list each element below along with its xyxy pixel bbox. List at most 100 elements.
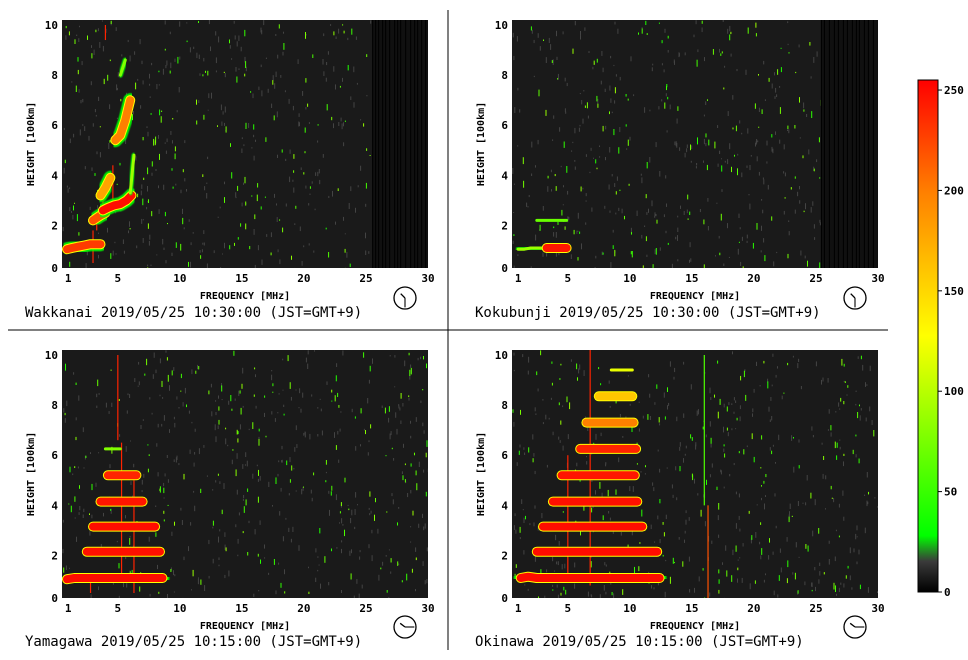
y-tick-label: 4	[51, 499, 58, 512]
noise-speck	[96, 405, 98, 408]
noise-speck	[295, 490, 297, 492]
noise-speck	[677, 215, 679, 218]
noise-speck	[727, 111, 729, 116]
noise-speck	[162, 397, 164, 399]
noise-speck	[71, 81, 73, 83]
noise-speck	[313, 250, 315, 253]
noise-speck	[741, 172, 743, 178]
interference-speck	[414, 452, 415, 456]
echo-trace-core	[118, 58, 127, 77]
y-tick-label: 0	[501, 592, 508, 605]
interference-speck	[780, 47, 782, 49]
interference-speck	[174, 153, 176, 160]
noise-speck	[303, 432, 305, 436]
noise-speck	[680, 205, 681, 209]
noise-speck	[171, 531, 173, 536]
noise-speck	[388, 549, 390, 551]
interference-speck	[163, 519, 165, 522]
interference-speck	[551, 60, 553, 63]
noise-speck	[778, 434, 780, 441]
interference-speck	[563, 586, 565, 591]
interference-speck	[97, 379, 99, 387]
noise-speck	[90, 594, 92, 598]
noise-speck	[184, 178, 186, 182]
noise-speck	[784, 172, 786, 177]
y-tick-label: 4	[51, 169, 58, 182]
interference-speck	[596, 58, 598, 63]
noise-speck	[522, 354, 524, 358]
noise-speck	[644, 473, 646, 475]
noise-speck	[202, 242, 204, 245]
noise-band-stripe	[877, 20, 878, 268]
noise-speck	[348, 203, 350, 209]
noise-speck	[735, 523, 737, 529]
noise-speck	[193, 462, 195, 467]
noise-speck	[184, 387, 186, 394]
noise-speck	[283, 31, 284, 34]
interference-speck	[859, 584, 861, 590]
noise-speck	[812, 201, 814, 206]
noise-speck	[398, 405, 400, 409]
noise-speck	[674, 367, 676, 373]
noise-speck	[765, 573, 766, 576]
noise-speck	[514, 107, 516, 113]
noise-speck	[238, 35, 240, 41]
noise-speck	[629, 403, 631, 406]
interference-speck	[172, 186, 174, 189]
interference-speck	[308, 591, 310, 594]
interference-speck	[718, 579, 720, 584]
noise-speck	[90, 81, 92, 86]
noise-speck	[610, 262, 612, 268]
noise-speck	[816, 159, 818, 163]
noise-speck	[851, 587, 853, 590]
noise-speck	[221, 399, 223, 401]
interference-speck	[390, 558, 392, 563]
interference-speck	[337, 392, 339, 397]
interference-speck	[196, 99, 197, 105]
noise-speck	[158, 84, 160, 86]
noise-speck	[774, 493, 776, 497]
noise-speck	[709, 387, 711, 394]
noise-speck	[838, 587, 840, 592]
noise-speck	[192, 232, 194, 234]
noise-speck	[857, 356, 859, 359]
noise-speck	[169, 385, 170, 391]
noise-speck	[794, 209, 796, 214]
noise-speck	[294, 223, 296, 225]
noise-speck	[669, 104, 671, 110]
noise-speck	[711, 540, 713, 544]
noise-speck	[532, 434, 534, 440]
interference-speck	[737, 567, 739, 571]
noise-speck	[609, 405, 611, 408]
x-tick-label: 15	[685, 272, 698, 285]
noise-speck	[641, 177, 643, 184]
noise-speck	[215, 70, 217, 73]
interference-speck	[628, 183, 630, 186]
noise-speck	[149, 83, 151, 86]
interference-speck	[719, 398, 721, 405]
interference-speck	[344, 529, 345, 537]
noise-speck	[798, 439, 800, 443]
noise-speck	[531, 29, 533, 34]
interference-speck	[669, 576, 671, 584]
noise-speck	[244, 464, 246, 466]
noise-speck	[238, 512, 240, 516]
noise-speck	[242, 405, 244, 408]
noise-speck	[66, 400, 68, 407]
noise-speck	[587, 115, 589, 119]
noise-speck	[614, 100, 616, 104]
noise-speck	[196, 52, 198, 59]
echo-trace	[513, 569, 667, 585]
noise-speck	[158, 185, 159, 189]
noise-speck	[798, 44, 800, 48]
noise-speck	[557, 73, 559, 80]
interference-speck	[237, 237, 239, 240]
noise-speck	[732, 549, 734, 556]
noise-speck	[294, 267, 296, 268]
x-tick-label: 5	[565, 602, 572, 615]
noise-speck	[116, 84, 118, 91]
interference-speck	[819, 262, 821, 268]
interference-speck	[203, 114, 205, 120]
interference-speck	[598, 367, 600, 370]
interference-speck	[755, 33, 757, 37]
